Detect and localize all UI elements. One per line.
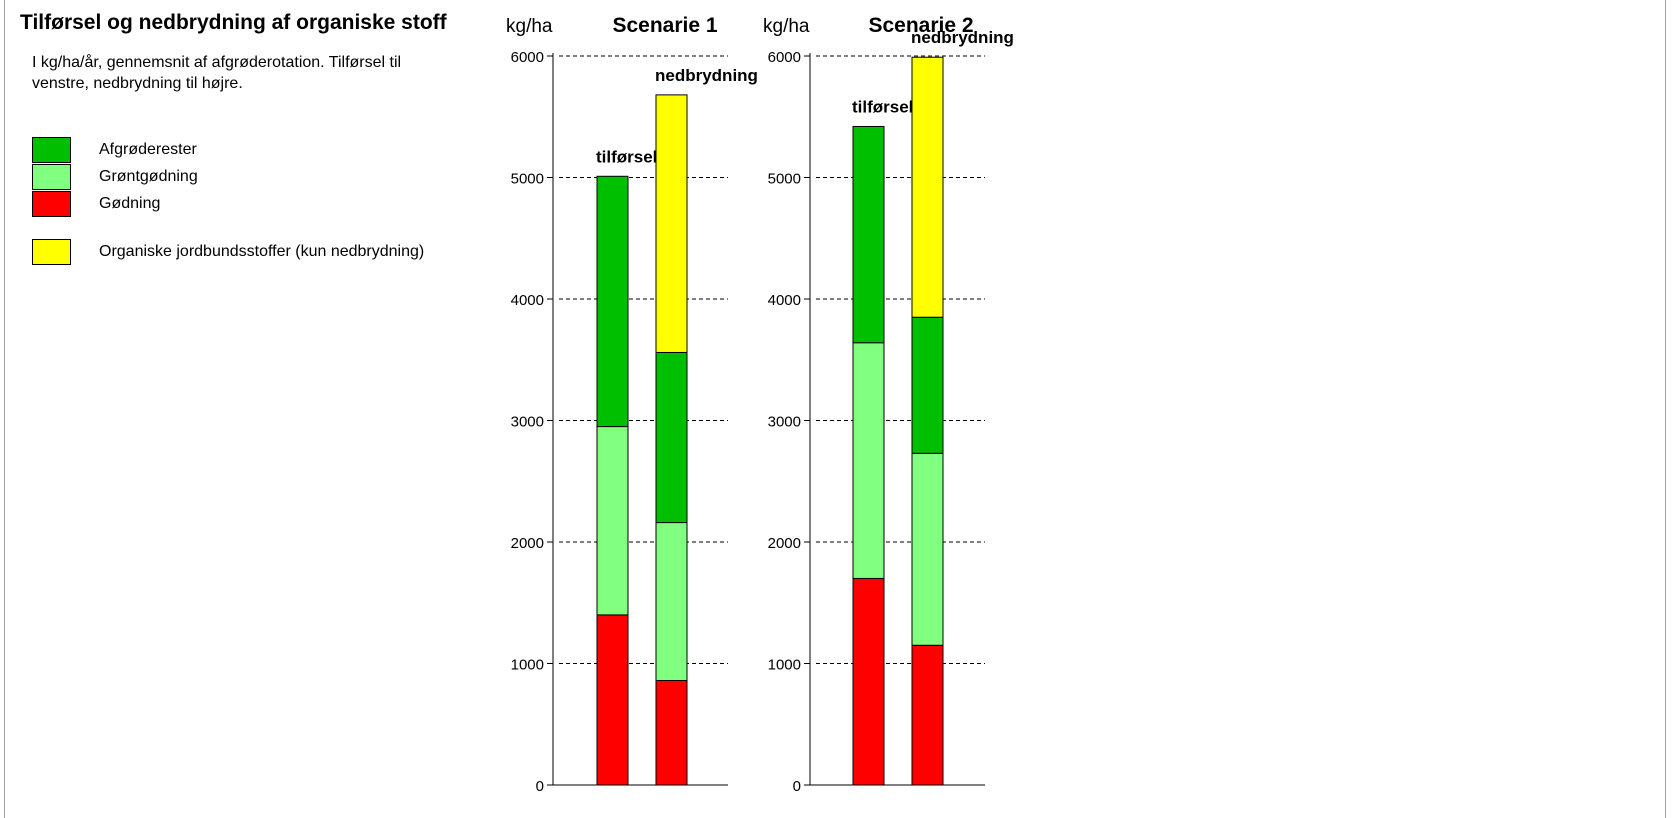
chart-1-y-tick-label: 0	[536, 778, 544, 795]
chart-2-bar-tilførsel-afgrøderester	[852, 125, 885, 344]
chart-2-y-unit-label: kg/ha	[763, 16, 810, 37]
chart-1-y-tick-label: 1000	[511, 657, 544, 674]
chart-2-bar-nedbrydning-gødning	[911, 644, 944, 786]
legend-label-godning: Gødning	[99, 195, 161, 212]
chart-1-bar-nedbrydning-afgrøderester	[655, 351, 688, 524]
chart-2-bar-nedbrydning-grøntgødning	[911, 452, 944, 646]
chart-2-bar-tilførsel-gødning	[852, 577, 885, 786]
chart-2-y-tick-label: 4000	[768, 292, 801, 309]
chart-1-bar-nedbrydning-gødning	[655, 680, 688, 786]
chart-1-y-tick-label: 4000	[511, 292, 544, 309]
legend-swatch-afgroderester	[32, 137, 71, 163]
legend-label-afgroderester: Afgrøderester	[99, 141, 197, 158]
chart-1-bar-tilførsel-afgrøderester	[596, 175, 629, 428]
chart-description: I kg/ha/år, gennemsnit af afgrøderotatio…	[32, 54, 402, 92]
chart-2-bar-nedbrydning-afgrøderester	[911, 316, 944, 454]
window-frame	[4, 0, 1666, 818]
chart-1-title: Scenarie 1	[612, 14, 717, 37]
chart-1-bar-tilførsel-gødning	[596, 614, 629, 786]
chart-1-bar-nedbrydning-grøntgødning	[655, 522, 688, 682]
chart-2-y-tick-label: 5000	[768, 171, 801, 188]
chart-2-y-tick-label: 1000	[768, 657, 801, 674]
legend-label-grontgodning: Grøntgødning	[99, 168, 198, 185]
chart-1-y-tick-label: 5000	[511, 171, 544, 188]
legend-swatch-organiske-jordbundsstoffer	[32, 239, 71, 265]
chart-2-bar-label-tilførsel: tilførsel	[852, 97, 913, 116]
legend-swatch-godning	[32, 191, 71, 217]
chart-1-bar-label-tilførsel: tilførsel	[596, 147, 657, 166]
chart-1-y-tick-label: 2000	[511, 535, 544, 552]
chart-2-title: Scenarie 2	[868, 14, 973, 37]
chart-2-bar-nedbrydning-organiske	[911, 56, 944, 318]
page-title: Tilførsel og nedbrydning af organiske st…	[20, 11, 447, 34]
chart-2-y-tick-label: 2000	[768, 535, 801, 552]
chart-1-y-tick-label: 6000	[511, 49, 544, 66]
chart-1-bar-nedbrydning-organiske	[655, 94, 688, 353]
chart-1-y-unit-label: kg/ha	[506, 16, 553, 37]
chart-2-bar-label-nedbrydning: nedbrydning	[911, 28, 1014, 47]
chart-2-y-tick-label: 6000	[768, 49, 801, 66]
chart-1-y-tick-label: 3000	[511, 414, 544, 431]
chart-2-y-tick-label: 3000	[768, 414, 801, 431]
chart-2-y-tick-label: 0	[793, 778, 801, 795]
chart-1-bar-label-nedbrydning: nedbrydning	[655, 66, 758, 85]
legend-swatch-grontgodning	[32, 164, 71, 190]
legend-label-organiske-jordbundsstoffer: Organiske jordbundsstoffer (kun nedbrydn…	[99, 243, 425, 260]
chart-1-bar-tilførsel-grøntgødning	[596, 426, 629, 616]
chart-2-bar-tilførsel-grøntgødning	[852, 342, 885, 579]
